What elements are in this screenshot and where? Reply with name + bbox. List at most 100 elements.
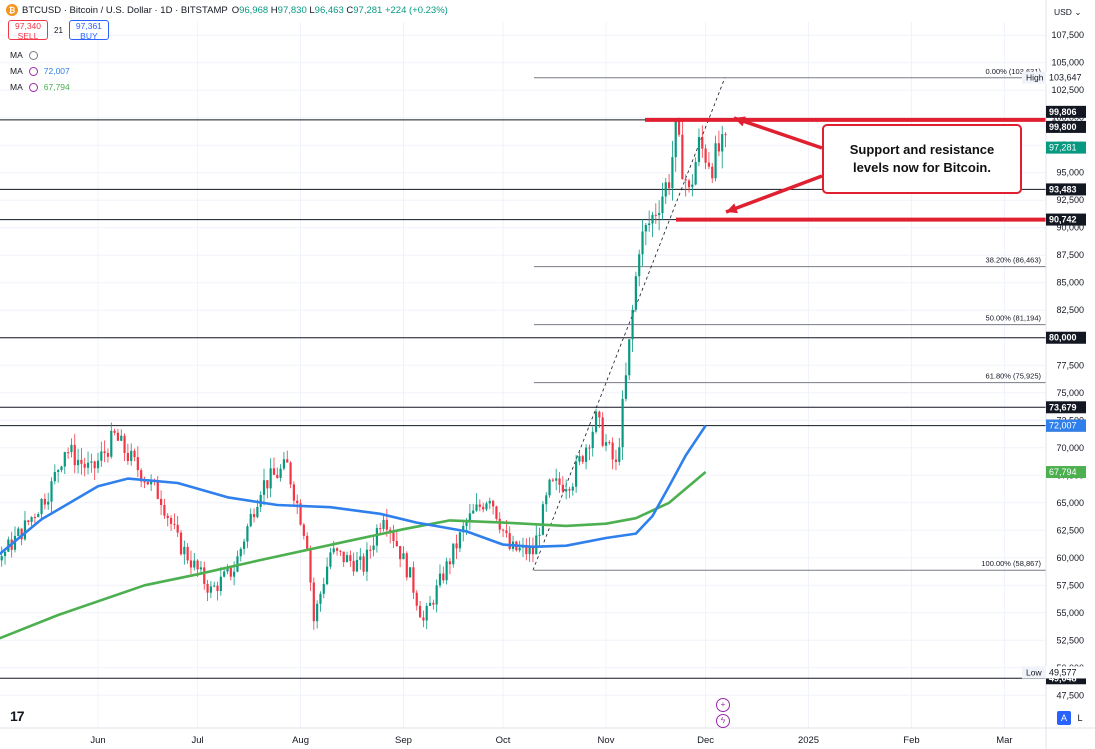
price-tag: [1046, 141, 1086, 154]
eye-icon[interactable]: [28, 82, 38, 92]
candle-body: [269, 468, 272, 489]
candle-body: [329, 552, 332, 567]
close-value: 97,281: [353, 4, 383, 16]
log-scale-button[interactable]: L: [1077, 713, 1083, 723]
candle-body: [289, 462, 292, 485]
level-price-text: 73,679: [1049, 402, 1077, 412]
candle-body: [0, 556, 3, 561]
candle-body: [186, 546, 189, 561]
candle-body: [707, 162, 711, 167]
candle-body: [335, 548, 339, 551]
symbol-title[interactable]: BTCUSD · Bitcoin / U.S. Dollar · 1D · BI…: [22, 4, 228, 16]
candle-body: [405, 553, 408, 578]
x-tick-label: Feb: [903, 735, 919, 746]
eye-icon[interactable]: [28, 50, 38, 60]
candle-body: [120, 435, 123, 441]
level-price-text: 93,483: [1049, 184, 1077, 194]
candle-body: [418, 605, 422, 618]
candle-body: [648, 223, 651, 226]
candle-body: [478, 504, 481, 507]
candle-body: [262, 480, 266, 495]
candle-body: [302, 524, 305, 536]
support-arrow-head: [726, 203, 738, 214]
tradingview-logo[interactable]: 17: [10, 708, 25, 724]
candle-body: [249, 513, 252, 527]
sell-button[interactable]: 97,340 SELL: [8, 20, 48, 40]
candle-body: [508, 533, 511, 549]
candle-body: [435, 585, 438, 605]
ohlc-readout: O96,968 H97,830 L96,463 C97,281 +224 (+0…: [231, 4, 448, 16]
x-tick-label: Nov: [598, 735, 615, 746]
candle-body: [279, 468, 282, 478]
event-dividend-icon[interactable]: +: [716, 698, 730, 712]
candle-body: [588, 447, 591, 449]
candle-body: [43, 498, 46, 505]
candle-body: [621, 398, 624, 448]
candle-body: [525, 545, 528, 555]
trade-panel: 97,340 SELL 21 97,361 BUY: [8, 20, 109, 40]
candle-body: [47, 501, 50, 505]
candle-body: [50, 481, 53, 502]
candle-body: [40, 498, 43, 515]
candle-body: [518, 547, 521, 551]
indicator-ma-hidden[interactable]: MA: [10, 50, 38, 60]
candle-body: [475, 504, 478, 511]
indicator-ma-slow[interactable]: MA 67,794: [10, 82, 70, 92]
fib-label: 0.00% (103,631): [986, 67, 1042, 76]
candle-body: [312, 582, 315, 622]
extreme-tag: High: [1026, 73, 1044, 83]
candle-body: [233, 571, 236, 577]
candle-body: [93, 461, 96, 469]
candle-body: [704, 148, 707, 163]
candle-body: [555, 478, 558, 481]
candle-body: [614, 459, 618, 462]
candles: [0, 117, 727, 630]
candle-body: [140, 470, 143, 482]
price-tag: [1046, 419, 1086, 432]
auto-scale-button[interactable]: A: [1057, 711, 1071, 725]
fib-label: 100.00% (58,867): [981, 559, 1041, 568]
price-tag-text: 72,007: [1049, 421, 1077, 431]
candle-body: [372, 545, 375, 550]
candle-body: [575, 461, 578, 487]
candle-body: [578, 456, 581, 462]
low-value: 96,463: [314, 4, 344, 16]
candle-body: [465, 521, 468, 526]
candle-body: [721, 134, 724, 152]
candle-body: [671, 157, 674, 189]
eye-icon[interactable]: [28, 66, 38, 76]
candle-body: [571, 486, 574, 491]
candle-body: [558, 478, 561, 485]
candle-body: [485, 503, 488, 510]
candle-body: [179, 532, 183, 555]
candle-body: [282, 459, 286, 469]
candle-body: [442, 573, 445, 581]
moving-averages: [0, 424, 707, 640]
price-tag-text: 97,281: [1049, 143, 1077, 153]
candle-body: [70, 444, 73, 453]
candle-body: [209, 586, 212, 593]
candle-body: [286, 459, 289, 463]
candle-body: [711, 166, 714, 179]
ma-fast-value: 72,007: [43, 66, 70, 76]
candle-body: [133, 450, 136, 458]
x-tick-label: Mar: [996, 735, 1012, 746]
candle-body: [641, 231, 644, 255]
y-tick-label: 82,500: [1056, 305, 1084, 315]
candle-body: [531, 546, 535, 555]
indicator-ma-fast[interactable]: MA 72,007: [10, 66, 70, 76]
candle-body: [27, 520, 30, 523]
extreme-price-bg: [1046, 666, 1086, 679]
candle-body: [193, 560, 196, 568]
candle-body: [691, 184, 694, 188]
candle-body: [667, 182, 671, 189]
candle-body: [332, 548, 335, 553]
extreme-tag-bg: [1022, 71, 1046, 84]
candle-body: [242, 541, 246, 549]
buy-button[interactable]: 97,361 BUY: [68, 20, 109, 40]
y-tick-label: 47,500: [1056, 690, 1084, 700]
candle-body: [213, 585, 216, 587]
currency-button[interactable]: USD ⌄: [1054, 7, 1082, 17]
event-split-icon[interactable]: ϟ: [716, 714, 730, 728]
